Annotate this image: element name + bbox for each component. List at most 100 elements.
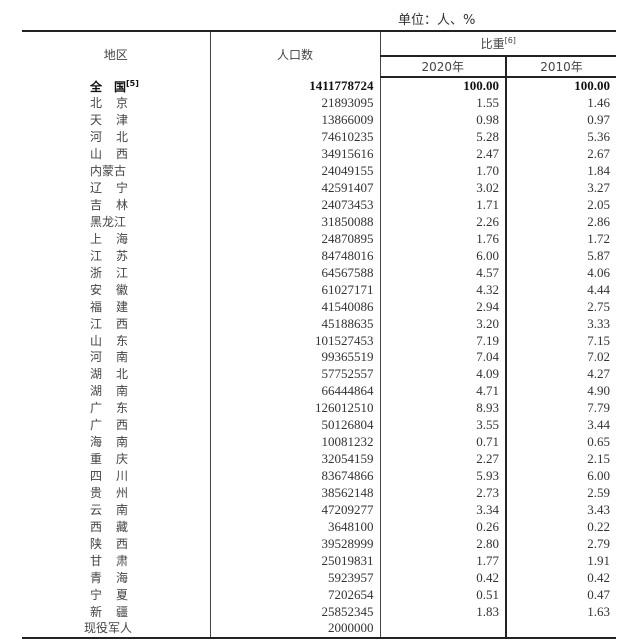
share-2010-cell: 0.42 [505, 569, 616, 587]
share-2020-cell: 2.73 [379, 484, 506, 502]
share-2010-cell: 5.36 [505, 128, 616, 146]
population-cell: 24073453 [209, 196, 380, 214]
population-cell: 45188635 [209, 315, 380, 333]
region-cell: 贵州 [22, 485, 210, 502]
header-population: 人口数 [209, 30, 380, 77]
share-2010-cell: 2.15 [505, 450, 616, 468]
region-cell: 河南 [22, 349, 210, 366]
share-2020-cell: 1.71 [379, 196, 506, 214]
population-cell: 24870895 [209, 230, 380, 248]
share-2020-cell [379, 620, 506, 639]
table-row: 广东 126012510 8.93 7.79 [22, 399, 616, 417]
table-row: 山西 34915616 2.47 2.67 [22, 145, 616, 163]
region-name: 吉林 [90, 198, 128, 213]
table-row: 江苏 84748016 6.00 5.87 [22, 247, 616, 265]
region-cell: 河北 [22, 129, 210, 146]
share-2020-cell: 0.42 [379, 569, 506, 587]
share-2020-cell: 0.98 [379, 111, 506, 129]
header-region: 地区 [22, 30, 210, 77]
table-row: 广西 50126804 3.55 3.44 [22, 416, 616, 434]
region-name: 山西 [90, 147, 128, 162]
share-2010-cell: 7.15 [505, 332, 616, 349]
population-cell: 3648100 [209, 518, 380, 536]
population-cell: 83674866 [209, 467, 380, 485]
unit-label: 单位：人、% [398, 13, 476, 28]
population-cell: 38562148 [209, 484, 380, 502]
table-row: 新疆 25852345 1.83 1.63 [22, 603, 616, 620]
region-name: 山东 [90, 333, 128, 348]
table-row: 上海 24870895 1.76 1.72 [22, 230, 616, 248]
share-2010-cell: 4.44 [505, 281, 616, 299]
share-2020-cell: 8.93 [379, 399, 506, 417]
table-row: 山东 101527453 7.19 7.15 [22, 332, 616, 349]
population-cell: 7202654 [209, 586, 380, 604]
table-row: 贵州 38562148 2.73 2.59 [22, 484, 616, 502]
share-2010-cell: 0.65 [505, 433, 616, 451]
share-2020-cell: 4.57 [379, 264, 506, 282]
region-cell: 上海 [22, 230, 210, 247]
share-2020-cell: 7.19 [379, 332, 506, 349]
region-name: 重庆 [90, 452, 128, 467]
region-name: 新疆 [90, 604, 128, 619]
share-2020-cell: 4.09 [379, 365, 506, 383]
header-share: 比重[6] [379, 30, 616, 57]
share-2020-cell: 4.32 [379, 281, 506, 299]
table-row: 宁夏 7202654 0.51 0.47 [22, 586, 616, 604]
population-cell: 10081232 [209, 433, 380, 451]
population-cell: 21893095 [209, 94, 380, 112]
share-2010-cell: 2.86 [505, 213, 616, 231]
share-2020-cell: 1.76 [379, 230, 506, 248]
share-2020-cell: 1.70 [379, 162, 506, 180]
region-cell: 广西 [22, 417, 210, 434]
region-name: 天津 [90, 113, 128, 128]
share-2010-cell: 4.27 [505, 365, 616, 383]
share-2010-cell: 7.02 [505, 349, 616, 366]
region-cell: 福建 [22, 298, 210, 315]
region-name: 江西 [90, 316, 128, 331]
share-2010-cell: 1.72 [505, 230, 616, 248]
population-cell: 74610235 [209, 128, 380, 146]
region-cell: 全 国[5] [22, 77, 210, 95]
region-cell: 甘肃 [22, 552, 210, 569]
population-cell: 64567588 [209, 264, 380, 282]
region-name: 陕西 [90, 536, 128, 551]
table-row: 西藏 3648100 0.26 0.22 [22, 518, 616, 536]
share-2010-cell: 3.27 [505, 179, 616, 197]
population-cell: 50126804 [209, 416, 380, 434]
share-2020-cell: 2.80 [379, 535, 506, 553]
header-2010: 2010年 [505, 56, 616, 78]
population-cell: 2000000 [209, 620, 380, 639]
table-row: 安徽 61027171 4.32 4.44 [22, 281, 616, 299]
region-cell: 吉林 [22, 197, 210, 214]
table-row-total: 全 国[5] 1411778724 100.00 100.00 [22, 77, 616, 95]
region-cell: 内蒙古 [22, 163, 210, 180]
share-2020-cell: 7.04 [379, 349, 506, 366]
table-row: 天津 13866009 0.98 0.97 [22, 111, 616, 129]
population-cell: 61027171 [209, 281, 380, 299]
population-cell: 47209277 [209, 501, 380, 519]
region-name: 湖北 [90, 367, 128, 382]
region-name: 湖南 [90, 384, 128, 399]
share-footnote: [6] [504, 36, 516, 45]
table-row: 江西 45188635 3.20 3.33 [22, 315, 616, 333]
region-cell: 四川 [22, 468, 210, 485]
share-2010-cell: 2.67 [505, 145, 616, 163]
region-cell: 现役军人 [22, 620, 210, 639]
table-row: 河北 74610235 5.28 5.36 [22, 128, 616, 146]
region-cell: 辽宁 [22, 180, 210, 197]
region-name: 四川 [90, 469, 128, 484]
region-cell: 江苏 [22, 247, 210, 264]
table-row: 福建 41540086 2.94 2.75 [22, 298, 616, 316]
share-2010-cell: 2.75 [505, 298, 616, 316]
table-row: 四川 83674866 5.93 6.00 [22, 467, 616, 485]
population-cell: 84748016 [209, 247, 380, 265]
region-name: 河北 [90, 130, 128, 145]
region-cell: 天津 [22, 112, 210, 129]
region-name: 西藏 [90, 519, 128, 534]
region-cell: 云南 [22, 501, 210, 518]
population-cell: 5923957 [209, 569, 380, 587]
region-name: 安徽 [90, 282, 128, 297]
population-cell: 101527453 [209, 332, 380, 349]
share-2020-cell: 2.26 [379, 213, 506, 231]
share-2020-cell: 2.94 [379, 298, 506, 316]
